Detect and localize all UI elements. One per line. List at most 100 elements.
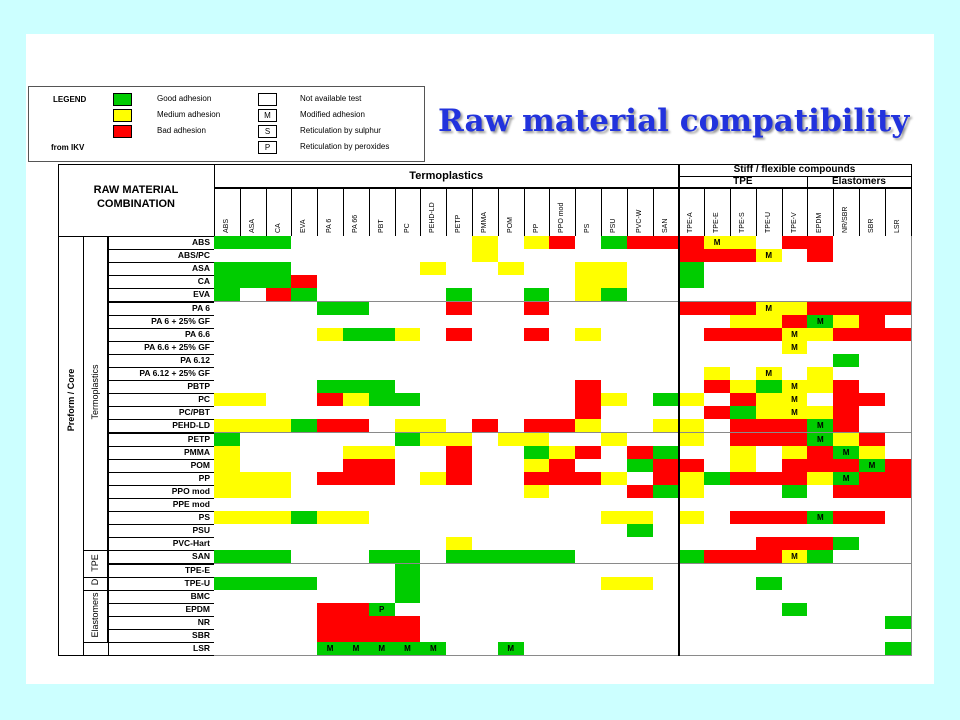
matrix-cell [859,576,886,591]
matrix-cell [626,340,654,355]
matrix-cell [523,458,551,473]
matrix-cell [291,236,319,251]
matrix-cell [833,327,860,342]
matrix-cell [394,406,422,421]
matrix-cell [239,275,267,290]
matrix-cell [652,484,680,499]
matrix-cell [678,524,706,539]
matrix-cell [601,498,628,513]
matrix-cell [291,537,319,552]
matrix-cell [549,550,577,565]
matrix-cell [368,236,396,251]
matrix-cell [781,563,809,578]
matrix-cell [626,511,654,526]
matrix-cell [601,602,628,617]
matrix-cell [704,275,731,290]
matrix-cell [317,432,344,447]
matrix-cell [446,550,473,565]
matrix-cell [214,642,241,657]
matrix-cell [626,576,654,591]
matrix-cell [781,249,809,264]
matrix-cell [214,537,241,552]
matrix-cell [781,471,809,486]
matrix-cell [704,445,731,460]
matrix-cell [730,458,757,473]
matrix-cell [652,576,680,591]
matrix-cell [368,340,396,355]
matrix-cell [472,262,499,277]
matrix-cell [420,340,448,355]
matrix-cell [884,615,912,630]
matrix-cell [755,327,783,342]
matrix-cell [601,550,628,565]
matrix-cell [575,511,602,526]
matrix-cell [239,249,267,264]
matrix-cell [214,393,241,408]
matrix-cell [317,327,344,342]
matrix-cell [652,380,680,395]
matrix-cell [291,458,319,473]
matrix-cell [472,249,499,264]
matrix-cell [291,484,319,499]
matrix-cell [678,419,706,434]
matrix-cell [833,314,860,329]
legend-code-box-empty [258,93,277,106]
matrix-cell [394,602,422,617]
legend-swatch-medium [113,109,132,122]
matrix-cell [626,380,654,395]
matrix-cell [652,432,680,447]
matrix-cell [575,537,602,552]
matrix-cell [833,380,860,395]
matrix-cell [317,484,344,499]
column-header: ABS [223,218,230,233]
matrix-cell [884,275,912,290]
matrix-cell [833,288,860,303]
matrix-cell [730,445,757,460]
matrix-cell [523,537,551,552]
header-tpe: TPE [733,176,753,187]
matrix-cell [807,393,835,408]
row-label: PETP [187,433,210,444]
matrix-cell [859,393,886,408]
matrix-cell [781,629,809,644]
matrix-cell [549,524,577,539]
matrix-cell [601,615,628,630]
matrix-cell [859,589,886,604]
matrix-cell [446,445,473,460]
matrix-cell [549,458,577,473]
matrix-cell [394,236,422,251]
matrix-cell: M [755,367,783,382]
row-label: PMMA [184,446,210,457]
matrix-cell [807,550,835,565]
matrix-cell [214,589,241,604]
matrix-cell [317,406,344,421]
matrix-cell: M [368,642,396,657]
matrix-cell [652,537,680,552]
matrix-cell [575,419,602,434]
matrix-cell [755,353,783,368]
matrix-cell [859,406,886,421]
matrix-cell [884,353,912,368]
matrix-cell [239,314,267,329]
matrix-cell [549,563,577,578]
matrix-cell [626,353,654,368]
matrix-cell [549,288,577,303]
matrix-cell [265,498,293,513]
matrix-cell [446,288,473,303]
matrix-cell [704,642,731,657]
matrix-cell [214,629,241,644]
matrix-cell [446,576,473,591]
matrix-cell [626,288,654,303]
matrix-cell [575,288,602,303]
matrix-cell [472,458,499,473]
matrix-cell [601,524,628,539]
matrix-cell [394,380,422,395]
matrix-cell [523,589,551,604]
matrix-cell [368,458,396,473]
matrix-cell [859,262,886,277]
matrix-cell [859,353,886,368]
matrix-cell [807,615,835,630]
matrix-cell [755,432,783,447]
matrix-cell [807,537,835,552]
matrix-cell [730,432,757,447]
